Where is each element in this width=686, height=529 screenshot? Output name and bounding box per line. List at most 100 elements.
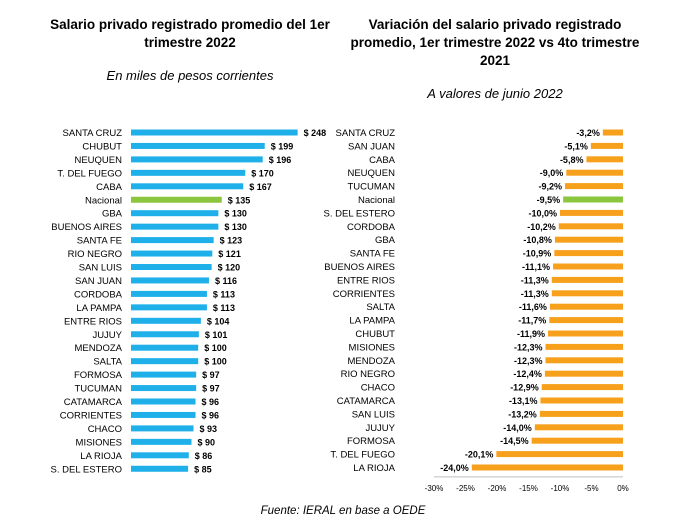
right-value-label-gba: -10,8% <box>523 235 552 245</box>
left-category-label-formosa: FORMOSA <box>74 370 123 381</box>
right-bar-chaco <box>541 384 623 391</box>
left-value-label-rio-negro: $ 121 <box>218 249 241 259</box>
right-bar-formosa <box>531 437 623 444</box>
right-category-label-chubut: CHUBUT <box>355 329 395 340</box>
left-category-label-la-rioja: LA RIOJA <box>80 451 122 462</box>
left-value-label-caba: $ 167 <box>249 182 272 192</box>
left-chart-title: Salario privado registrado promedio del … <box>50 17 330 50</box>
right-bar-la-rioja <box>471 464 623 471</box>
right-category-label-caba: CABA <box>369 155 396 166</box>
right-category-label-misiones: MISIONES <box>349 342 395 353</box>
right-category-label-tucuman: TUCUMAN <box>348 182 396 193</box>
left-value-label-jujuy: $ 101 <box>205 330 228 340</box>
left-value-label-la-rioja: $ 86 <box>195 451 213 461</box>
left-value-label-neuquen: $ 196 <box>269 155 292 165</box>
right-value-label-nacional: -9,5% <box>537 195 561 205</box>
left-category-label-buenos-aires: BUENOS AIRES <box>51 222 122 233</box>
left-category-label-jujuy: JUJUY <box>92 330 122 341</box>
left-category-label-rio-negro: RIO NEGRO <box>68 249 122 260</box>
left-value-label-cordoba: $ 113 <box>213 289 235 299</box>
right-value-label-catamarca: -13,1% <box>509 396 538 406</box>
left-bar-chaco <box>131 425 194 432</box>
right-value-label-mendoza: -12,3% <box>514 356 543 366</box>
left-category-label-santa-cruz: SANTA CRUZ <box>63 128 123 139</box>
right-x-tick-label-5: -5% <box>584 484 598 493</box>
left-category-label-santa-fe: SANTA FE <box>77 236 122 247</box>
right-category-label-santa-fe: SANTA FE <box>350 249 395 260</box>
right-value-label-caba: -5,8% <box>560 155 584 165</box>
left-value-label-buenos-aires: $ 130 <box>224 222 247 232</box>
right-bar-salta <box>549 303 623 310</box>
left-bar-gba <box>131 210 219 217</box>
right-category-label-san-luis: SAN LUIS <box>352 409 395 420</box>
right-category-label-t-del-fuego: T. DEL FUEGO <box>330 450 395 461</box>
left-bar-la-rioja <box>131 452 189 459</box>
left-bar-buenos-aires <box>131 223 219 230</box>
right-bar-corrientes <box>551 290 623 297</box>
left-chart-subtitle: En miles de pesos corrientes <box>106 68 274 83</box>
left-category-label-san-juan: SAN JUAN <box>75 276 122 287</box>
right-x-tick-label-0: -30% <box>425 484 444 493</box>
right-bar-s-del-estero <box>560 209 623 216</box>
left-bar-jujuy <box>131 331 199 338</box>
right-value-label-la-rioja: -24,0% <box>440 463 469 473</box>
right-x-tick-label-6: 0% <box>617 484 629 493</box>
left-value-label-san-juan: $ 116 <box>215 276 237 286</box>
left-category-label-corrientes: CORRIENTES <box>60 410 122 421</box>
left-bar-caba <box>131 183 244 190</box>
left-category-label-s-del-estero: S. DEL ESTERO <box>51 464 122 475</box>
left-category-label-tucuman: TUCUMAN <box>75 384 123 395</box>
left-value-label-corrientes: $ 96 <box>202 410 220 420</box>
left-value-label-santa-fe: $ 123 <box>220 236 243 246</box>
right-value-label-buenos-aires: -11,1% <box>522 262 550 272</box>
right-bar-la-pampa <box>549 317 623 324</box>
left-bar-salta <box>131 358 199 365</box>
right-value-label-chaco: -12,9% <box>510 383 539 393</box>
right-chart-subtitle: A valores de junio 2022 <box>427 86 563 101</box>
left-category-label-misiones: MISIONES <box>76 437 122 448</box>
right-chart-title: Variación del salario privado registrado… <box>350 17 640 68</box>
right-category-label-entre-rios: ENTRE RIOS <box>337 275 395 286</box>
right-bar-jujuy <box>534 424 623 431</box>
left-value-label-formosa: $ 97 <box>202 370 220 380</box>
right-category-label-chaco: CHACO <box>361 383 395 394</box>
right-category-label-cordoba: CORDOBA <box>347 222 396 233</box>
right-value-label-jujuy: -14,0% <box>503 423 532 433</box>
right-value-label-chubut: -11,9% <box>517 329 545 339</box>
left-category-label-gba: GBA <box>102 209 123 220</box>
right-category-label-catamarca: CATAMARCA <box>337 396 396 407</box>
right-bar-santa-fe <box>554 250 623 257</box>
left-value-label-gba: $ 130 <box>224 209 247 219</box>
left-category-label-neuquen: NEUQUEN <box>74 155 122 166</box>
left-value-label-la-pampa: $ 113 <box>213 303 235 313</box>
right-value-label-misiones: -12,3% <box>514 342 543 352</box>
right-bar-t-del-fuego <box>496 451 623 458</box>
left-category-label-chaco: CHACO <box>88 424 122 435</box>
left-bar-misiones <box>131 438 192 445</box>
right-value-label-san-juan: -5,1% <box>564 141 588 151</box>
right-category-label-la-rioja: LA RIOJA <box>353 463 395 474</box>
left-value-label-san-luis: $ 120 <box>218 263 241 273</box>
left-bar-corrientes <box>131 411 196 418</box>
right-x-tick-label-3: -15% <box>519 484 538 493</box>
right-value-label-santa-cruz: -3,2% <box>576 128 600 138</box>
left-value-label-santa-cruz: $ 248 <box>304 128 327 138</box>
left-category-label-catamarca: CATAMARCA <box>64 397 123 408</box>
right-category-label-rio-negro: RIO NEGRO <box>341 369 395 380</box>
left-value-label-tucuman: $ 97 <box>202 384 220 394</box>
right-bar-nacional <box>563 196 623 203</box>
right-category-label-san-juan: SAN JUAN <box>348 141 395 152</box>
right-category-label-corrientes: CORRIENTES <box>333 289 395 300</box>
left-value-label-nacional: $ 135 <box>228 195 251 205</box>
right-category-label-mendoza: MENDOZA <box>348 356 396 367</box>
right-category-label-s-del-estero: S. DEL ESTERO <box>324 208 395 219</box>
right-category-label-salta: SALTA <box>366 302 395 313</box>
left-bar-santa-cruz <box>131 129 298 136</box>
right-x-tick-label-4: -10% <box>551 484 570 493</box>
left-category-label-san-luis: SAN LUIS <box>79 263 122 274</box>
left-category-label-caba: CABA <box>96 182 123 193</box>
left-category-label-entre-rios: ENTRE RIOS <box>64 316 122 327</box>
left-value-label-chaco: $ 93 <box>199 424 217 434</box>
left-bar-san-juan <box>131 277 209 284</box>
